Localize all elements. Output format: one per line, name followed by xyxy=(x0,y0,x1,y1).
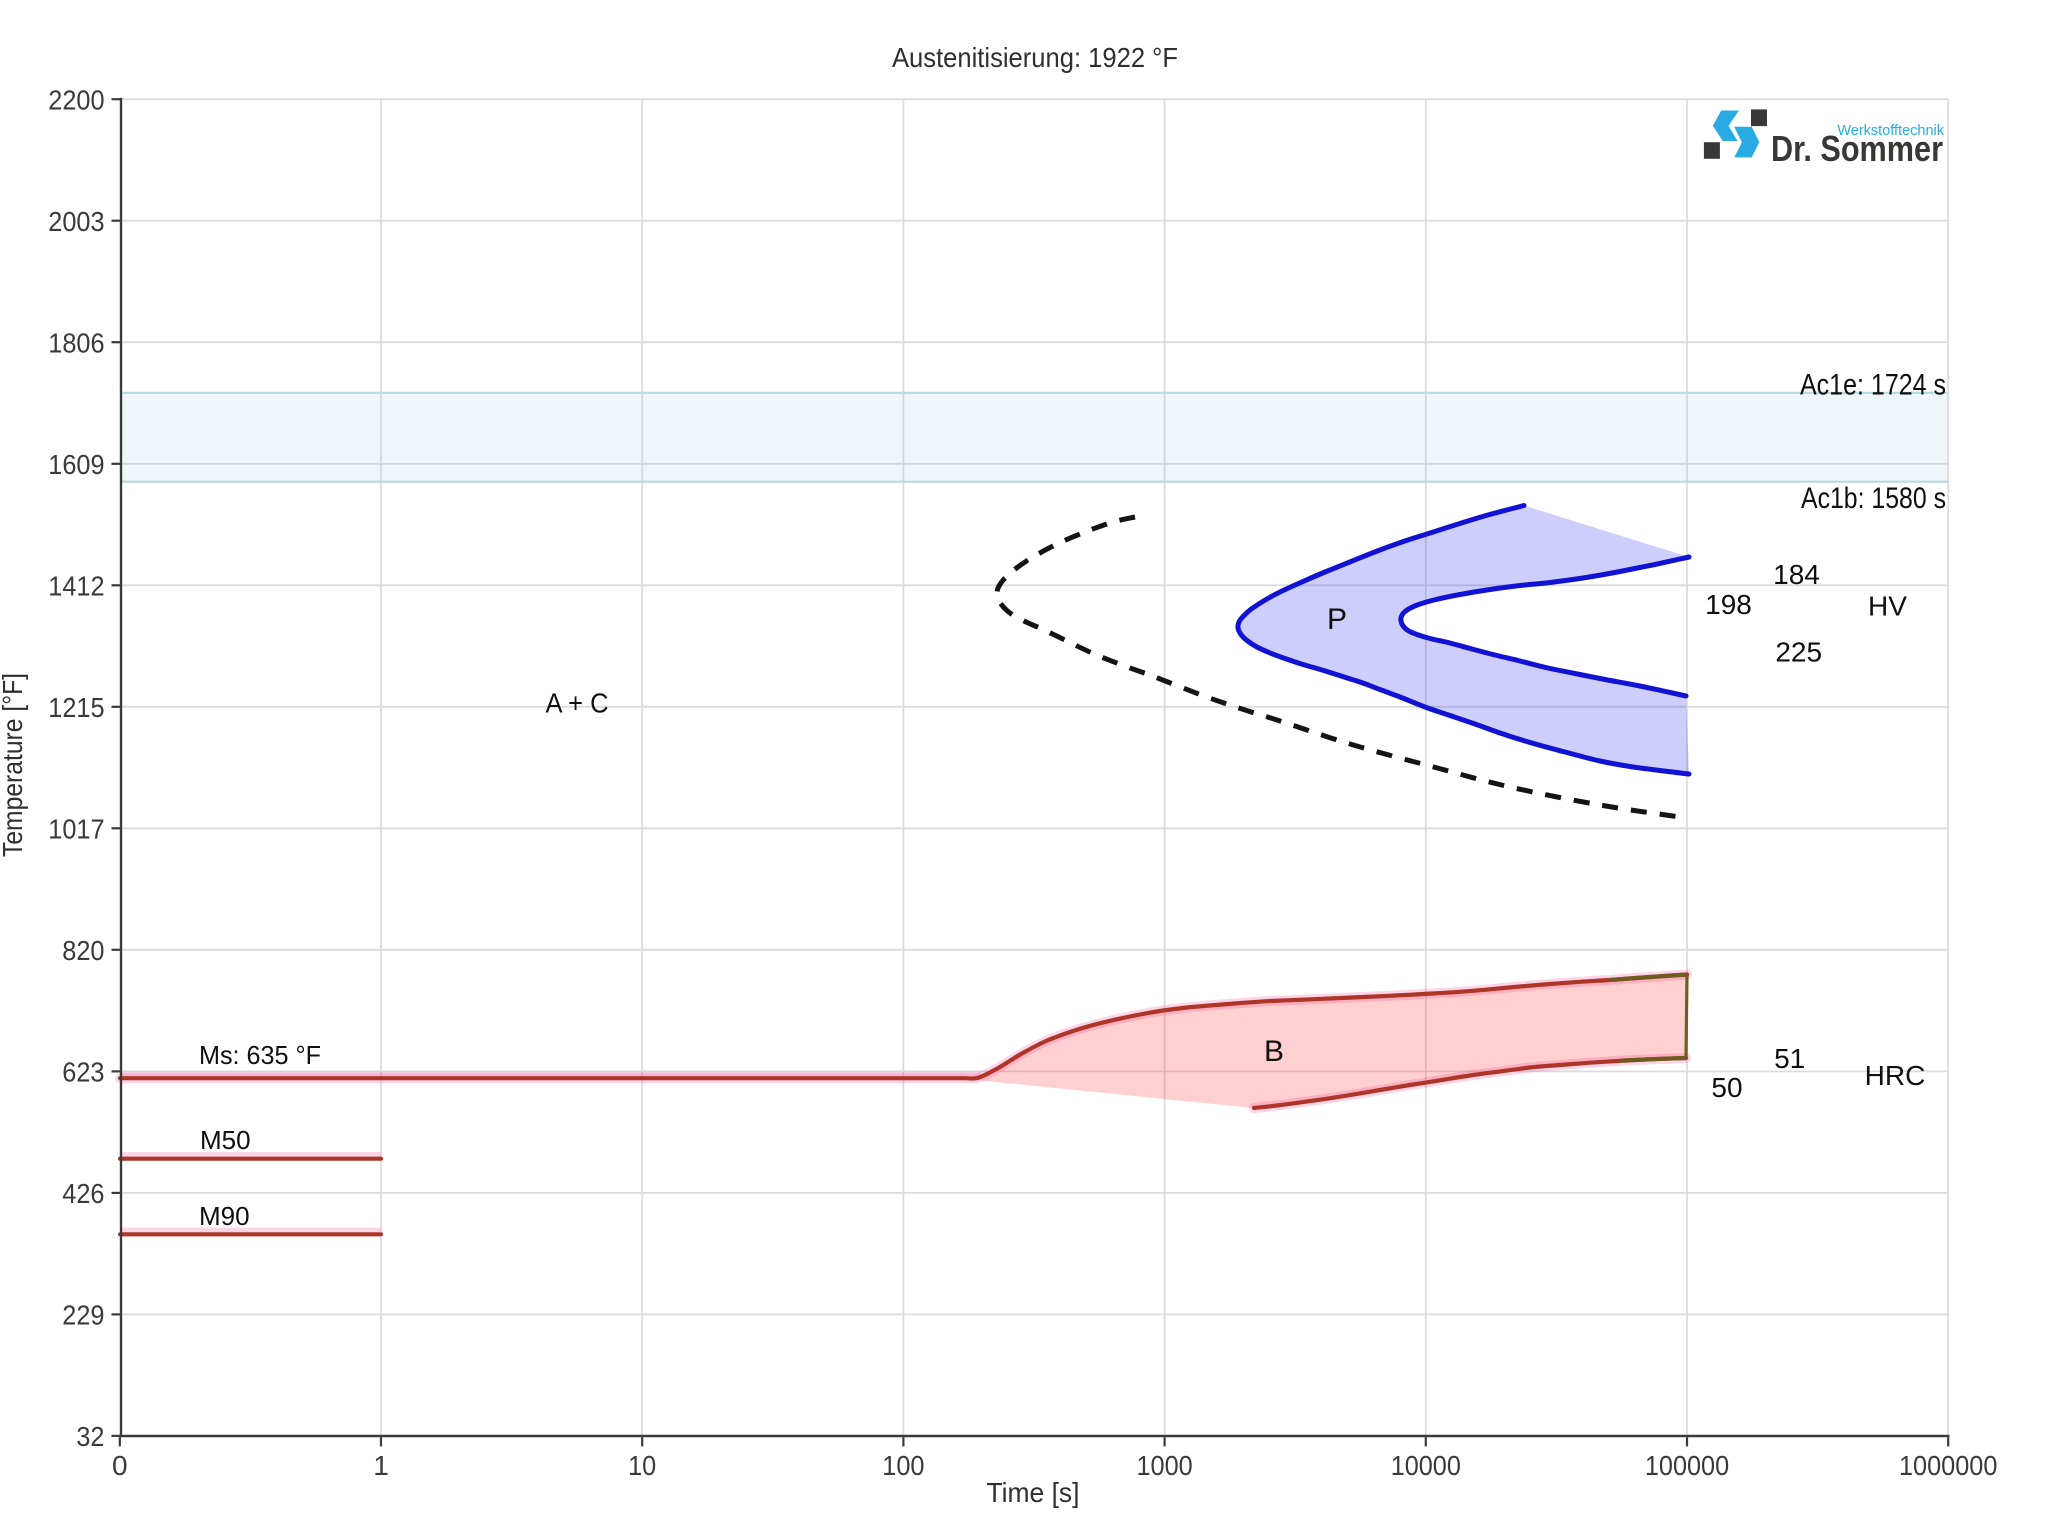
svg-text:50: 50 xyxy=(1711,1072,1742,1103)
svg-text:225: 225 xyxy=(1775,637,1822,668)
svg-text:Werkstofftechnik: Werkstofftechnik xyxy=(1837,123,1944,139)
svg-text:2003: 2003 xyxy=(48,206,104,237)
svg-text:1000000: 1000000 xyxy=(1899,1450,1997,1481)
svg-text:10000: 10000 xyxy=(1391,1450,1461,1481)
svg-text:1017: 1017 xyxy=(48,813,104,844)
svg-text:Temperature [°F]: Temperature [°F] xyxy=(0,673,28,857)
svg-text:1: 1 xyxy=(373,1450,389,1481)
svg-text:0: 0 xyxy=(112,1450,128,1481)
svg-text:229: 229 xyxy=(62,1300,104,1331)
svg-text:HRC: HRC xyxy=(1865,1060,1926,1091)
svg-text:B: B xyxy=(1264,1035,1284,1068)
svg-text:32: 32 xyxy=(76,1421,104,1452)
svg-text:P: P xyxy=(1327,603,1347,636)
svg-text:1609: 1609 xyxy=(48,449,104,480)
svg-text:2200: 2200 xyxy=(48,84,104,115)
svg-text:Ms: 635 °F: Ms: 635 °F xyxy=(199,1040,321,1070)
svg-text:1000: 1000 xyxy=(1137,1450,1193,1481)
svg-text:51: 51 xyxy=(1774,1043,1805,1074)
svg-text:1215: 1215 xyxy=(48,692,104,723)
svg-text:623: 623 xyxy=(62,1057,104,1088)
svg-text:M50: M50 xyxy=(200,1125,251,1155)
svg-text:184: 184 xyxy=(1773,559,1820,590)
svg-text:198: 198 xyxy=(1705,589,1752,620)
svg-text:100000: 100000 xyxy=(1645,1450,1729,1481)
svg-text:Ac1e: 1724 s: Ac1e: 1724 s xyxy=(1800,369,1946,402)
svg-text:A + C: A + C xyxy=(546,688,609,719)
svg-text:Ac1b: 1580 s: Ac1b: 1580 s xyxy=(1801,482,1946,515)
svg-text:Time [s]: Time [s] xyxy=(987,1477,1080,1508)
svg-text:1806: 1806 xyxy=(48,327,104,358)
svg-text:820: 820 xyxy=(62,935,104,966)
svg-text:HV: HV xyxy=(1868,591,1907,622)
svg-text:100: 100 xyxy=(882,1450,924,1481)
svg-text:10: 10 xyxy=(628,1450,656,1481)
svg-text:M90: M90 xyxy=(199,1201,250,1231)
svg-text:426: 426 xyxy=(62,1178,104,1209)
svg-text:1412: 1412 xyxy=(48,570,104,601)
svg-text:Austenitisierung: 1922 °F: Austenitisierung: 1922 °F xyxy=(892,42,1178,73)
svg-text:Dr. Sommer: Dr. Sommer xyxy=(1771,128,1943,169)
